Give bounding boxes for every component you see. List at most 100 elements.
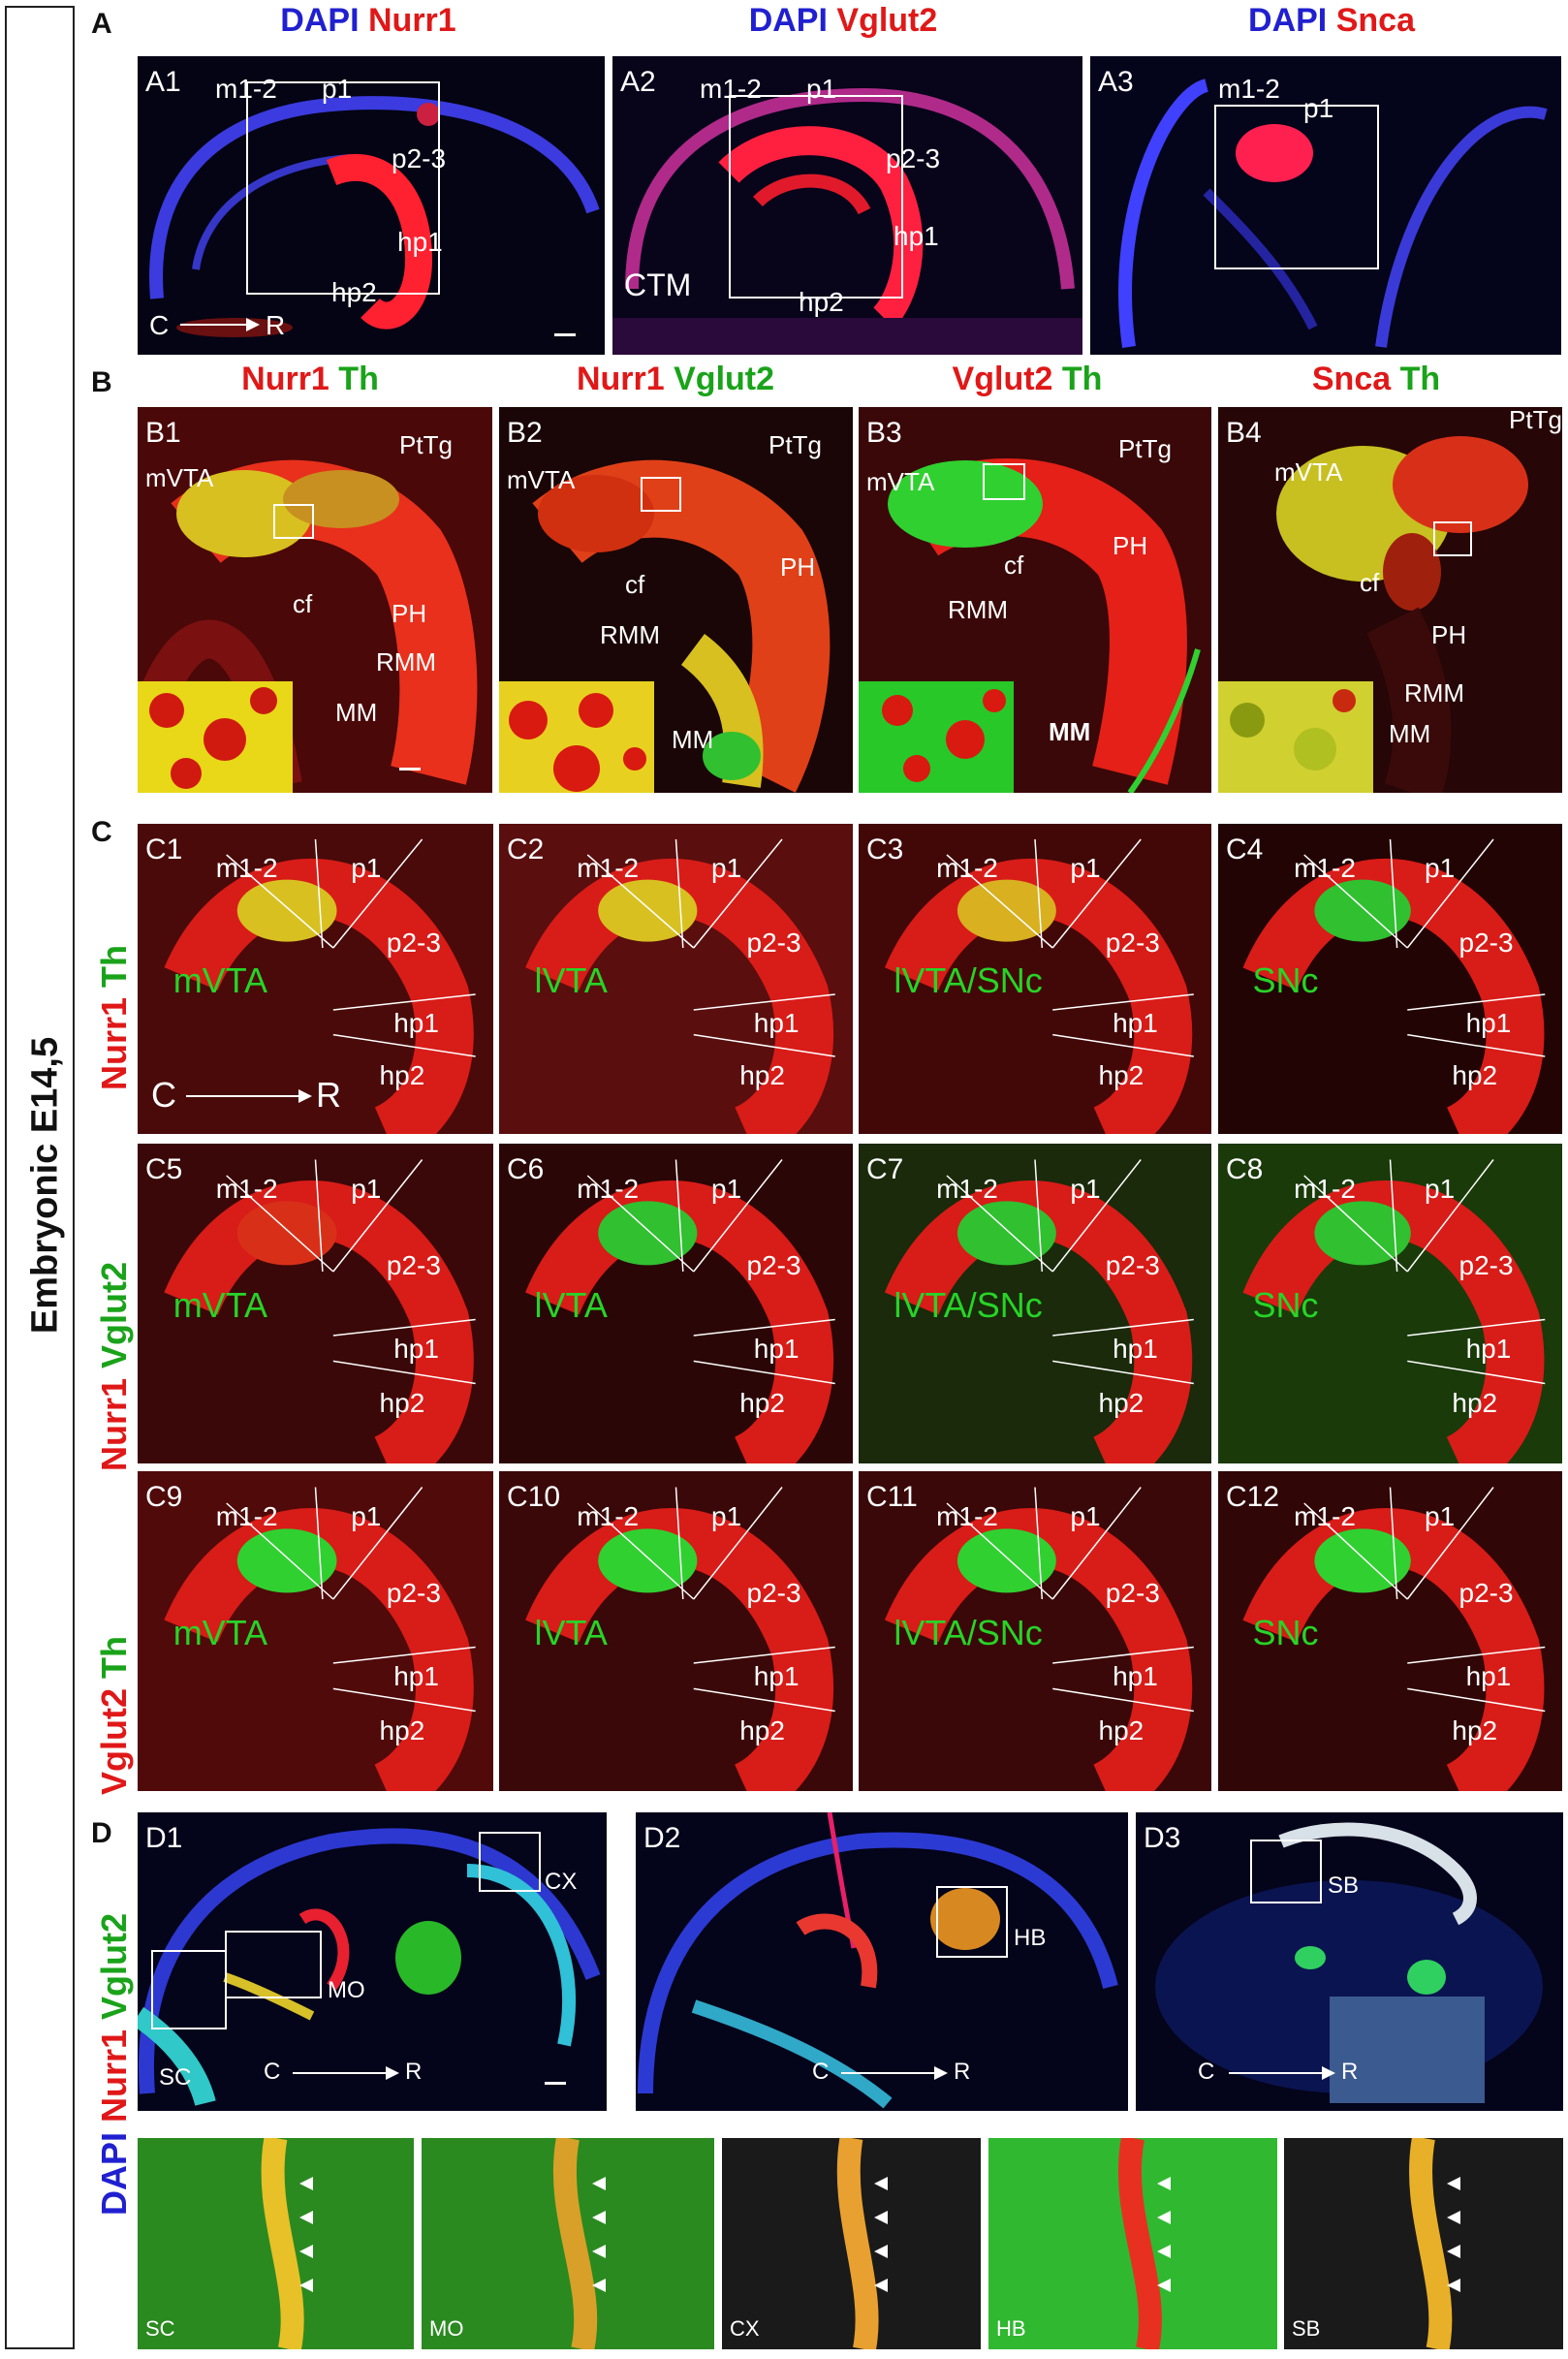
scale-bar: [399, 768, 421, 771]
label-hp1: hp1: [1465, 1661, 1512, 1691]
header-b3: Vglut2 Th: [952, 361, 1103, 397]
arrowhead-marker: [873, 2245, 888, 2258]
panel-c3: C3 m1-2 p1 p2-3 hp1 hp2 lVTA/SNc: [859, 824, 1211, 1134]
boundary-line: [1407, 1033, 1546, 1057]
zoom-image: [422, 2138, 714, 2349]
boundary-line: [1034, 1487, 1044, 1600]
label-p1: p1: [1070, 853, 1101, 883]
boundary-line: [946, 1175, 1053, 1273]
label-region: mVTA: [172, 1612, 268, 1652]
axis-c-label: C: [812, 2059, 830, 2085]
label-hp2: hp2: [1452, 1715, 1498, 1746]
label-m1-2: m1-2: [577, 1174, 640, 1204]
boundary-line: [1034, 1159, 1044, 1273]
label-region: SNc: [1252, 960, 1319, 1000]
label-hp2: hp2: [331, 277, 377, 307]
label-mm: MM: [1389, 719, 1431, 748]
panel-c10: C10 m1-2 p1 p2-3 hp1 hp2 lVTA: [499, 1471, 853, 1791]
arrowhead-marker: [1447, 2211, 1461, 2224]
arrowhead-marker: [298, 2279, 313, 2292]
label-p2-3: p2-3: [386, 1250, 441, 1281]
panel-c8-id: C8: [1226, 1153, 1264, 1185]
boundary-line: [332, 1033, 476, 1057]
zoom-panel-hb: HB: [988, 2138, 1277, 2349]
panel-c2-image: [499, 824, 853, 1134]
arrowhead-marker: [873, 2211, 888, 2224]
label-p2-3: p2-3: [1458, 1578, 1514, 1609]
label-p1: p1: [351, 1501, 382, 1531]
label-p2-3: p2-3: [746, 1250, 801, 1281]
label-mm: MM: [1049, 717, 1091, 746]
label-hp1: hp1: [753, 1661, 800, 1691]
panel-b2: B2 mVTA PtTg cf PH RMM MM: [499, 407, 853, 793]
panel-d2: D2 HB C R: [636, 1812, 1128, 2111]
boundary-line: [1051, 1487, 1142, 1600]
label-m1-2: m1-2: [1218, 74, 1280, 104]
label-m1-2: m1-2: [577, 853, 640, 883]
zoom-inset: [859, 681, 1014, 793]
zoom-label: CX: [730, 2316, 760, 2341]
panel-c1-id: C1: [145, 834, 183, 865]
label-region: lVTA/SNc: [894, 960, 1043, 1000]
axis-c-label: C: [264, 2059, 281, 2085]
arrowhead-marker: [1156, 2245, 1171, 2258]
zoom-image: [138, 2138, 414, 2349]
label-region: lVTA/SNc: [894, 1284, 1043, 1325]
label-hp2: hp2: [1452, 1060, 1498, 1091]
label-m1-2: m1-2: [700, 74, 762, 104]
axis-arrow: [1229, 2072, 1326, 2074]
panel-c5-image: [138, 1144, 493, 1463]
boundary-line: [693, 1487, 783, 1600]
label-p1: p1: [711, 853, 742, 883]
axis-r-label: R: [405, 2059, 423, 2085]
label-p2-3: p2-3: [386, 927, 441, 958]
label-p1: p1: [1303, 93, 1334, 123]
boundary-line: [586, 1502, 695, 1600]
label-rmm: RMM: [1404, 678, 1465, 708]
panel-b3: B3 mVTA PtTg cf PH RMM MM: [859, 407, 1211, 793]
inset-image: [859, 681, 1014, 793]
panel-d3-id: D3: [1144, 1822, 1181, 1854]
label-hp2: hp2: [1452, 1388, 1498, 1419]
boundary-line: [1389, 838, 1398, 949]
zoom-panel-sc: SC: [138, 2138, 414, 2349]
label-mvta: mVTA: [866, 467, 935, 496]
roi-box: [983, 463, 1025, 500]
label-m1-2: m1-2: [215, 74, 277, 104]
panel-c9-image: [138, 1471, 493, 1791]
label-p1: p1: [1070, 1174, 1101, 1204]
axis-arrowhead: [934, 2066, 948, 2080]
label-ph: PH: [780, 552, 816, 582]
label-hb: HB: [1014, 1925, 1047, 1951]
panel-c9-id: C9: [145, 1481, 183, 1513]
inset-image: [1218, 681, 1373, 793]
label-pttg: PtTg: [1509, 407, 1562, 434]
label-region: lVTA: [534, 1284, 608, 1325]
label-hp1: hp1: [1113, 1334, 1158, 1364]
label-mm: MM: [335, 698, 378, 727]
label-p1: p1: [1425, 1174, 1456, 1204]
label-ph: PH: [1113, 531, 1148, 560]
panel-a2-id: A2: [620, 66, 656, 98]
zoom-inset: [138, 681, 293, 793]
panel-c6: C6 m1-2 p1 p2-3 hp1 hp2 lVTA: [499, 1144, 853, 1463]
arrowhead-marker: [873, 2177, 888, 2190]
zoom-image: [722, 2138, 981, 2349]
label-pttg: PtTg: [399, 430, 453, 459]
zoom-label: SB: [1292, 2316, 1321, 2341]
boundary-line: [332, 1487, 423, 1600]
roi-box-sb: [1250, 1840, 1322, 1903]
boundary-line: [1406, 1487, 1494, 1600]
boundary-line: [1407, 1646, 1546, 1664]
label-hp1: hp1: [894, 221, 939, 251]
panel-c12-image: [1218, 1471, 1562, 1791]
boundary-line: [693, 1318, 835, 1337]
label-hp1: hp1: [753, 1008, 800, 1038]
boundary-line: [1052, 1646, 1194, 1664]
panel-c4-image: [1218, 824, 1562, 1134]
arrowhead-marker: [592, 2245, 607, 2258]
label-m1-2: m1-2: [577, 1501, 640, 1531]
boundary-line: [332, 1318, 476, 1337]
panel-b1-id: B1: [145, 417, 181, 449]
header-b4: Snca Th: [1311, 361, 1441, 397]
